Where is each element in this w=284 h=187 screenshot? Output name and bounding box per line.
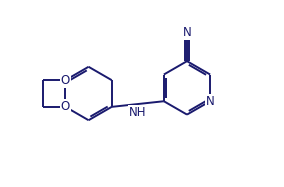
Text: NH: NH [129, 106, 147, 119]
Text: N: N [206, 95, 214, 108]
Text: O: O [61, 100, 70, 113]
Text: O: O [61, 74, 70, 87]
Text: N: N [183, 26, 191, 39]
